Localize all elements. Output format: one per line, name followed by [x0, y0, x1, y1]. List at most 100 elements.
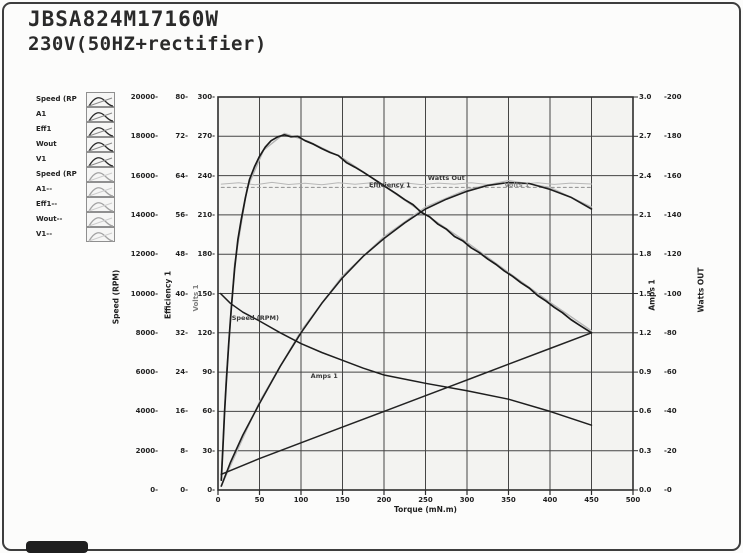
legend-item-speed-rp[interactable]: Speed (RP — [36, 91, 120, 107]
y-tick-speed: 8000- — [135, 328, 158, 337]
y-tick-watts: -80 — [664, 328, 677, 337]
y-tick-watts: -200 — [664, 93, 682, 101]
y-tick-speed: 2000- — [135, 446, 158, 455]
y-axis-title-speed: Speed (RPM) — [111, 269, 121, 325]
x-tick: 200 — [376, 496, 392, 504]
legend-curve-thumbnail-icon — [86, 226, 115, 242]
y-tick-eff: 0- — [180, 486, 188, 494]
y-axis-title-amps: Amps 1 — [647, 279, 657, 311]
x-tick: 400 — [542, 496, 558, 504]
curve-label-amps: Amps 1 — [310, 372, 338, 381]
x-tick: 250 — [418, 496, 433, 504]
legend-item-wout[interactable]: Wout — [36, 136, 120, 152]
x-tick: 300 — [459, 496, 475, 504]
legend-item-a1[interactable]: A1 — [36, 106, 120, 122]
legend-item-label: Speed (RP — [36, 170, 77, 178]
x-axis-title: Torque (mN.m) — [394, 505, 457, 514]
legend-item-a1-[interactable]: A1-- — [36, 181, 120, 197]
legend-curve-thumbnail-icon — [86, 166, 115, 182]
y-tick-watts: -120 — [664, 250, 682, 259]
page-subtitle: 230V(50HZ+rectifier) — [28, 33, 267, 55]
y-tick-eff: 64- — [175, 171, 188, 180]
y-tick-amps: 2.7 — [639, 132, 652, 141]
y-tick-volts: 180- — [197, 250, 215, 259]
y-tick-eff: 16- — [175, 407, 188, 416]
y-tick-volts: 270- — [197, 132, 215, 141]
legend-curve-thumbnail-icon — [86, 91, 115, 107]
legend-item-label: V1-- — [36, 230, 53, 238]
legend-curve-thumbnail-icon — [86, 151, 115, 167]
legend-item-wout-[interactable]: Wout-- — [36, 211, 120, 227]
y-tick-watts: -20 — [664, 446, 677, 455]
bottom-bar-fragment — [26, 541, 88, 553]
y-tick-amps: 2.4 — [639, 171, 652, 180]
y-tick-watts: -0 — [664, 486, 672, 494]
legend-item-label: Wout — [36, 140, 57, 148]
y-tick-volts: 60- — [202, 407, 215, 416]
y-tick-volts: 90- — [202, 368, 215, 377]
y-tick-speed: 20000- — [130, 93, 158, 101]
legend-item-eff1[interactable]: Eff1 — [36, 121, 120, 137]
x-tick: 150 — [335, 496, 350, 504]
y-tick-volts: 150- — [197, 289, 215, 298]
y-tick-eff: 32- — [175, 328, 188, 337]
x-tick: 350 — [501, 496, 516, 504]
y-tick-speed: 6000- — [135, 368, 158, 377]
y-tick-amps: 3.0 — [639, 93, 652, 101]
legend-item-v1[interactable]: V1 — [36, 151, 120, 167]
y-tick-eff: 8- — [180, 446, 188, 455]
legend-curve-thumbnail-icon — [86, 121, 115, 137]
y-tick-speed: 10000- — [130, 289, 158, 298]
legend-curve-thumbnail-icon — [86, 211, 115, 227]
series-speed-rpm- — [219, 292, 593, 426]
y-tick-eff: 80- — [175, 93, 188, 101]
series-amps-1 — [220, 332, 593, 476]
y-tick-speed: 14000- — [130, 210, 158, 219]
x-tick: 0 — [215, 496, 221, 504]
y-tick-eff: 48- — [175, 250, 188, 259]
y-tick-volts: 300- — [197, 93, 215, 101]
y-tick-eff: 72- — [175, 132, 188, 141]
y-tick-volts: 240- — [197, 171, 215, 180]
y-tick-watts: -40 — [664, 407, 677, 416]
y-tick-volts: 210- — [197, 210, 215, 219]
series-efficiency-1 — [220, 133, 593, 482]
curve-label-watts: Watts Out — [427, 173, 465, 182]
y-axis-title-watts: Watts OUT — [696, 267, 706, 313]
page-title: JBSA824M17160W — [28, 7, 220, 31]
series-watts-out — [220, 181, 593, 487]
legend-item-label: A1 — [36, 110, 47, 118]
y-tick-eff: 56- — [175, 210, 188, 219]
y-tick-amps: 0.6 — [639, 407, 652, 416]
legend-item-v1-[interactable]: V1-- — [36, 226, 120, 242]
performance-chart — [217, 96, 638, 495]
y-tick-watts: -160 — [664, 171, 682, 180]
legend-item-label: Eff1-- — [36, 200, 58, 208]
legend-item-label: Speed (RP — [36, 95, 77, 103]
y-axis-title-volts: Volts 1 — [192, 284, 200, 312]
y-tick-watts: -140 — [664, 210, 682, 219]
y-tick-amps: 0.9 — [639, 368, 652, 377]
x-tick: 500 — [625, 496, 641, 504]
y-tick-eff: 40- — [175, 289, 188, 298]
curve-label-volts: Volts 1 — [504, 180, 530, 189]
y-tick-amps: 0.3 — [639, 446, 652, 455]
y-tick-amps: 2.1 — [639, 210, 652, 219]
y-tick-amps: 1.8 — [639, 250, 652, 259]
x-tick: 50 — [254, 496, 265, 504]
legend-curve-thumbnail-icon — [86, 106, 115, 122]
y-tick-speed: 4000- — [135, 407, 158, 416]
y-tick-speed: 0- — [150, 486, 158, 494]
y-axis-title-eff: Efficiency 1 — [163, 270, 173, 320]
legend-item-eff1-[interactable]: Eff1-- — [36, 196, 120, 212]
x-tick: 450 — [584, 496, 599, 504]
y-tick-amps: 1.2 — [639, 328, 652, 337]
legend-item-speed-rp[interactable]: Speed (RP — [36, 166, 120, 182]
y-tick-volts: 120- — [197, 328, 215, 337]
legend-item-label: A1-- — [36, 185, 53, 193]
y-tick-eff: 24- — [175, 368, 188, 377]
legend-item-label: V1 — [36, 155, 47, 163]
y-tick-watts: -180 — [664, 132, 682, 141]
curve-label-eff: Efficiency 1 — [368, 181, 411, 190]
